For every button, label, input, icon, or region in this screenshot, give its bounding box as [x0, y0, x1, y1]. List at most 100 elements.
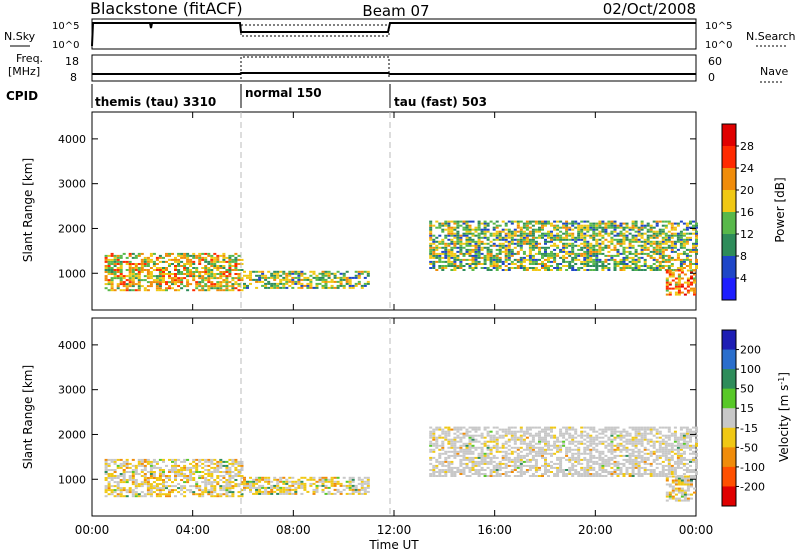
echo-cell	[165, 283, 168, 286]
echo-cell	[477, 456, 481, 459]
echo-cell	[324, 280, 328, 283]
echo-cell	[228, 479, 232, 481]
echo-cell	[531, 224, 535, 227]
echo-cell	[670, 466, 674, 469]
colorbar-tick-label: 15	[740, 402, 754, 415]
echo-cell	[495, 446, 499, 449]
echo-cell	[495, 442, 499, 445]
echo-cell	[324, 484, 328, 487]
echo-cell	[155, 466, 159, 469]
echo-cell	[336, 270, 340, 273]
echo-cell	[664, 236, 668, 239]
echo-cell	[610, 438, 614, 441]
echo-cell	[592, 258, 596, 261]
echo-cell	[677, 281, 681, 284]
echo-cell	[531, 473, 535, 475]
echo-cell	[131, 289, 135, 292]
echo-cell	[315, 486, 319, 489]
echo-cell	[670, 458, 674, 461]
echo-cell	[495, 234, 499, 237]
echo-cell	[613, 454, 617, 457]
echo-cell	[360, 492, 364, 495]
echo-cell	[658, 454, 662, 457]
echo-cell	[231, 462, 235, 465]
echo-cell	[640, 458, 644, 461]
echo-cell	[309, 286, 313, 289]
echo-cell	[140, 458, 144, 461]
echo-cell	[510, 230, 514, 233]
echo-cell	[363, 270, 367, 273]
echo-cell	[366, 280, 370, 283]
echo-cell	[586, 224, 590, 227]
echo-cell	[562, 444, 566, 447]
echo-cell	[486, 258, 490, 261]
echo-cell	[342, 272, 346, 275]
echo-cell	[180, 489, 184, 492]
echo-cell	[297, 276, 301, 279]
echo-cell	[366, 486, 370, 489]
echo-cell	[643, 242, 647, 245]
echo-cell	[282, 272, 286, 275]
echo-cell	[333, 286, 337, 289]
echo-cell	[168, 489, 171, 492]
echo-cell	[671, 489, 675, 492]
echo-cell	[544, 269, 547, 271]
echo-cell	[586, 444, 590, 447]
echo-cell	[273, 478, 277, 481]
echo-cell	[477, 236, 481, 239]
echo-cell	[607, 244, 611, 247]
echo-cell	[252, 270, 256, 273]
echo-cell	[128, 279, 132, 282]
echo-cell	[477, 462, 481, 465]
echo-cell	[689, 444, 692, 447]
echo-cell	[544, 436, 547, 439]
echo-cell	[586, 464, 590, 467]
echo-cell	[134, 483, 138, 486]
echo-cell	[677, 273, 681, 276]
echo-cell	[228, 477, 232, 479]
echo-cell	[291, 270, 295, 273]
echo-cell	[279, 492, 283, 495]
echo-cell	[444, 254, 448, 257]
echo-cell	[674, 475, 678, 478]
echo-cell	[622, 248, 626, 251]
echo-cell	[474, 456, 478, 459]
echo-cell	[559, 240, 563, 243]
echo-cell	[195, 271, 199, 273]
echo-cell	[237, 289, 241, 292]
echo-cell	[622, 267, 626, 269]
echo-cell	[519, 450, 523, 453]
echo-cell	[628, 256, 632, 259]
echo-cell	[189, 479, 193, 481]
echo-cell	[480, 232, 484, 235]
echo-cell	[174, 289, 177, 292]
echo-cell	[104, 469, 108, 471]
echo-cell	[297, 282, 301, 285]
echo-cell	[562, 434, 566, 437]
echo-cell	[674, 477, 678, 480]
echo-cell	[553, 452, 557, 455]
echo-cell	[222, 460, 226, 463]
echo-cell	[324, 286, 328, 289]
colorbar-tick-label: 200	[740, 344, 761, 357]
echo-cell	[450, 226, 454, 229]
echo-cell	[210, 495, 214, 498]
echo-cell	[695, 471, 698, 473]
echo-cell	[453, 246, 457, 249]
echo-cell	[562, 471, 566, 473]
echo-cell	[480, 456, 484, 459]
echo-cell	[589, 254, 593, 257]
nave-label: Nave	[760, 65, 788, 78]
echo-cell	[249, 484, 252, 487]
echo-cell	[528, 464, 532, 467]
echo-cell	[450, 454, 454, 457]
echo-cell	[646, 432, 650, 435]
echo-cell	[474, 473, 478, 475]
echo-cell	[486, 432, 490, 435]
echo-cell	[664, 456, 668, 459]
echo-cell	[231, 460, 235, 463]
echo-cell	[610, 426, 614, 429]
echo-cell	[577, 473, 581, 475]
echo-cell	[504, 428, 508, 431]
echo-cell	[255, 280, 259, 283]
